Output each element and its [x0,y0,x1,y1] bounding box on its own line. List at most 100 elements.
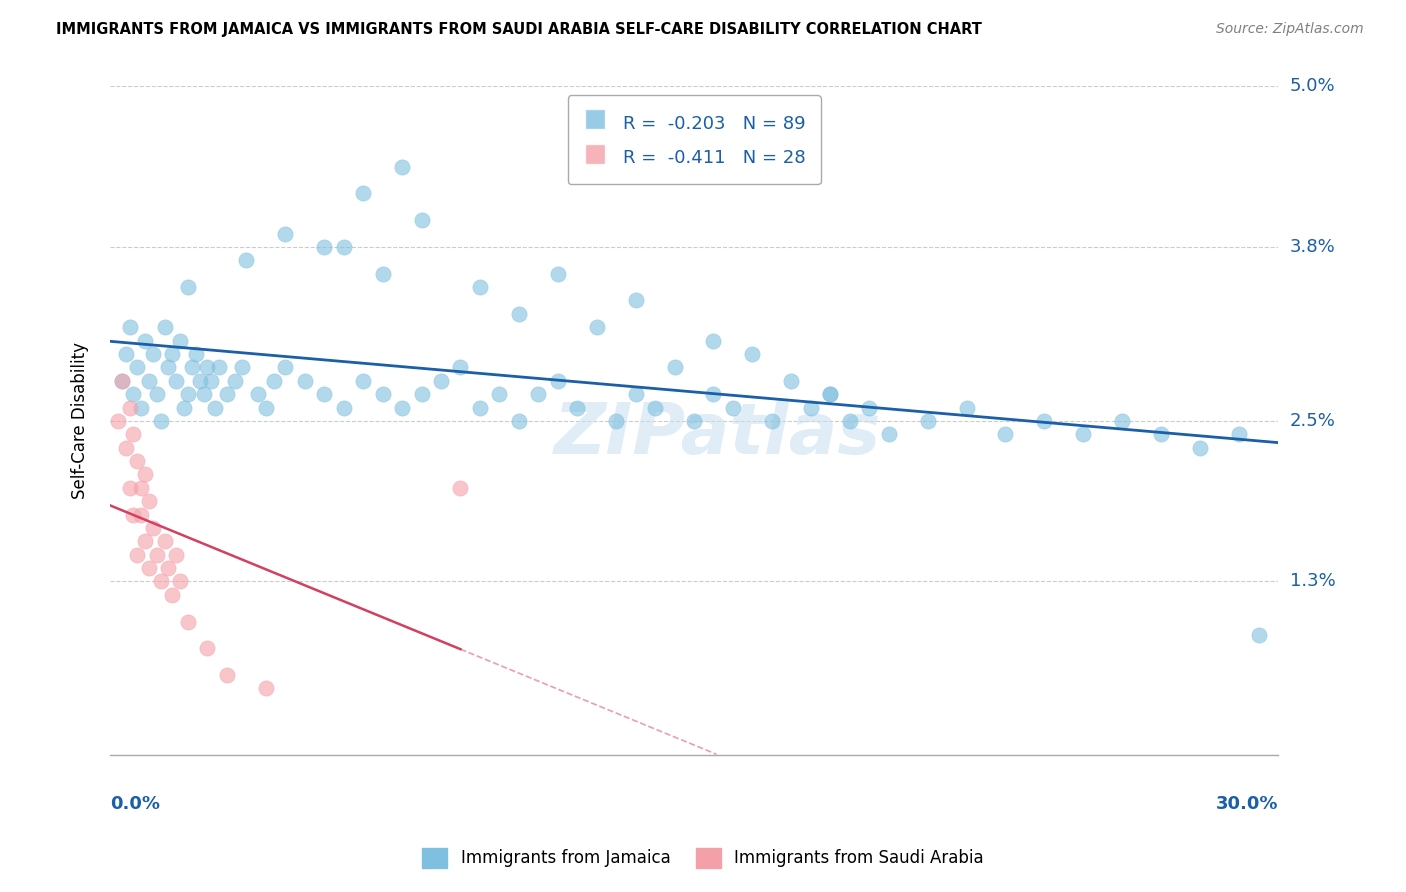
Point [702,334,724,348]
Point [138,561,160,575]
Point [488,387,510,401]
Point [107,414,129,428]
Point [508,307,530,321]
Point [197,641,219,656]
Point [1111,414,1133,428]
Point [254,401,277,415]
Point [146,387,169,401]
Point [146,548,169,562]
Point [547,267,569,281]
Point [129,401,152,415]
Point [468,401,491,415]
Point [624,387,647,401]
Point [411,387,433,401]
Point [702,387,724,401]
Point [332,401,354,415]
Text: Source: ZipAtlas.com: Source: ZipAtlas.com [1216,22,1364,37]
Point [118,320,141,334]
Point [721,401,744,415]
Point [1227,427,1250,442]
Point [165,374,187,388]
Point [149,574,172,589]
Point [122,387,145,401]
Point [391,160,413,174]
Text: 30.0%: 30.0% [1216,796,1278,814]
Point [547,374,569,388]
Point [1247,628,1270,642]
Point [122,427,145,442]
Point [162,347,184,361]
Point [254,681,277,696]
Point [741,347,763,361]
Point [118,481,141,495]
Point [142,347,165,361]
Point [142,521,165,535]
Point [173,401,195,415]
Point [683,414,706,428]
Point [111,374,134,388]
Point [134,467,156,482]
Point [153,320,176,334]
Point [332,240,354,254]
Text: 3.8%: 3.8% [1289,238,1336,256]
Point [231,360,253,375]
Text: 1.3%: 1.3% [1289,573,1336,591]
Point [127,454,149,468]
Point [138,494,160,508]
Point [1150,427,1173,442]
Point [1033,414,1056,428]
Text: IMMIGRANTS FROM JAMAICA VS IMMIGRANTS FROM SAUDI ARABIA SELF-CARE DISABILITY COR: IMMIGRANTS FROM JAMAICA VS IMMIGRANTS FR… [56,22,983,37]
Point [247,387,270,401]
Point [180,360,202,375]
Point [224,374,246,388]
Point [1073,427,1095,442]
Legend: R =  -0.203   N = 89, R =  -0.411   N = 28: R = -0.203 N = 89, R = -0.411 N = 28 [568,95,821,185]
Point [820,387,842,401]
Point [391,401,413,415]
Point [527,387,550,401]
Point [111,374,134,388]
Point [955,401,977,415]
Point [624,293,647,308]
Point [314,387,336,401]
Point [118,401,141,415]
Point [184,347,207,361]
Point [449,360,471,375]
Point [263,374,285,388]
Point [567,401,589,415]
Point [1189,441,1212,455]
Point [165,548,187,562]
Point [215,668,238,682]
Point [449,481,471,495]
Point [129,481,152,495]
Point [352,186,374,201]
Point [274,227,297,241]
Point [352,374,374,388]
Point [411,213,433,227]
Point [780,374,803,388]
Point [430,374,453,388]
Point [508,414,530,428]
Point [129,508,152,522]
Point [917,414,939,428]
Point [134,334,156,348]
Text: 0.0%: 0.0% [110,796,160,814]
Point [858,401,880,415]
Point [169,574,191,589]
Point [204,401,226,415]
Point [274,360,297,375]
Point [371,267,394,281]
Y-axis label: Self-Care Disability: Self-Care Disability [72,343,89,500]
Point [127,360,149,375]
Point [208,360,231,375]
Point [314,240,336,254]
Point [644,401,666,415]
Point [122,508,145,522]
Text: 5.0%: 5.0% [1289,78,1336,95]
Point [162,588,184,602]
Point [994,427,1017,442]
Point [127,548,149,562]
Point [134,534,156,549]
Point [177,387,200,401]
Point [177,615,200,629]
